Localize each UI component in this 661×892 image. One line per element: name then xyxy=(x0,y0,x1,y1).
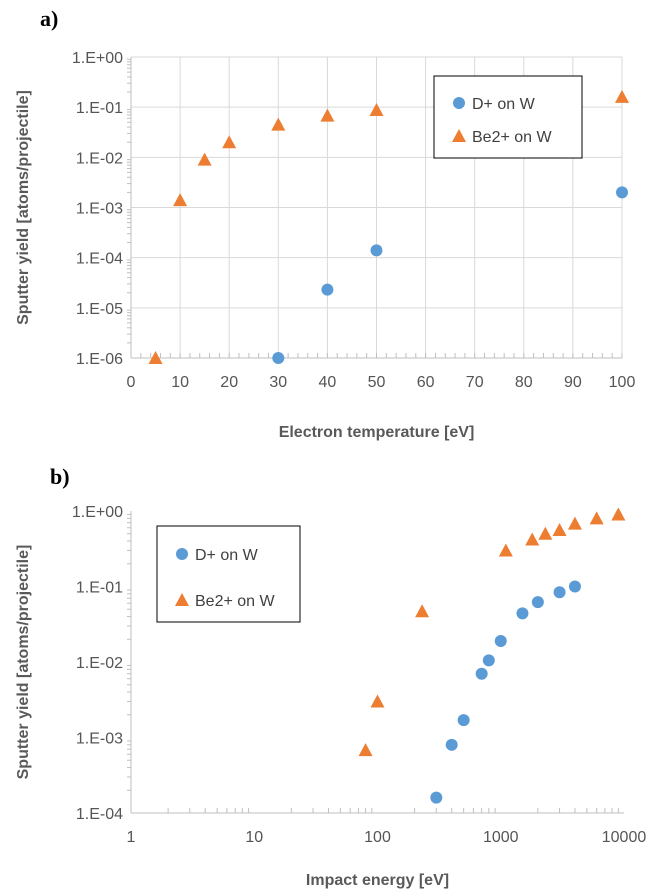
x-tick-label: 1 xyxy=(127,829,136,846)
data-point-triangle xyxy=(197,152,212,166)
data-point-triangle xyxy=(369,102,384,116)
data-point-circle xyxy=(272,352,285,364)
data-point-triangle xyxy=(567,516,582,530)
y-tick-label: 1.E+00 xyxy=(72,504,123,521)
legend-box xyxy=(433,75,583,159)
x-tick-label: 1000 xyxy=(483,829,519,846)
x-axis-title: Impact energy [eV] xyxy=(306,872,449,889)
x-tick-label: 80 xyxy=(515,374,533,391)
data-point-circle xyxy=(430,791,443,804)
y-tick-label: 1.E-03 xyxy=(76,201,123,218)
data-point-circle xyxy=(475,667,488,680)
legend-marker xyxy=(175,593,189,606)
y-tick-label: 1.E-03 xyxy=(76,731,123,748)
y-axis-title: Sputter yield [atoms/projectile] xyxy=(15,90,32,325)
x-tick-label: 70 xyxy=(466,374,484,391)
data-point-triangle xyxy=(589,511,604,525)
data-point-triangle xyxy=(552,523,567,537)
data-point-triangle xyxy=(320,108,335,122)
panel-b-label: b) xyxy=(50,464,70,489)
x-tick-label: 100 xyxy=(609,374,636,391)
y-tick-label: 1.E-01 xyxy=(76,580,123,597)
x-tick-label: 100 xyxy=(364,829,391,846)
data-point-circle xyxy=(616,186,628,199)
y-tick-label: 1.E+00 xyxy=(72,50,123,67)
x-tick-label: 60 xyxy=(417,374,435,391)
x-tick-label: 50 xyxy=(368,374,386,391)
data-point-circle xyxy=(531,596,544,609)
legend-marker xyxy=(452,129,466,142)
data-point-circle xyxy=(482,654,495,667)
panel-a-label: a) xyxy=(40,6,59,31)
legend-label: Be2+ on W xyxy=(472,129,553,146)
legend-label: D+ on W xyxy=(472,96,536,113)
y-tick-label: 1.E-02 xyxy=(76,150,123,167)
data-point-triangle xyxy=(415,604,430,618)
data-point-triangle xyxy=(358,743,373,757)
y-tick-label: 1.E-04 xyxy=(76,251,123,268)
y-axis-title: Sputter yield [atoms/projectile] xyxy=(15,545,32,780)
x-tick-label: 10 xyxy=(171,374,189,391)
data-point-triangle xyxy=(173,193,188,207)
data-point-triangle xyxy=(538,526,553,540)
data-point-circle xyxy=(494,634,507,647)
y-tick-label: 1.E-04 xyxy=(76,806,123,823)
x-tick-label: 0 xyxy=(127,374,136,391)
x-tick-label: 30 xyxy=(269,374,287,391)
legend-label: D+ on W xyxy=(195,547,259,564)
data-point-triangle xyxy=(611,507,626,521)
x-tick-label: 10000 xyxy=(602,829,647,846)
data-point-triangle xyxy=(498,543,513,557)
data-point-circle xyxy=(445,738,458,751)
legend-label: Be2+ on W xyxy=(195,593,276,610)
x-tick-label: 10 xyxy=(245,829,263,846)
x-tick-label: 20 xyxy=(220,374,238,391)
data-point-circle xyxy=(553,586,566,599)
data-point-triangle xyxy=(148,351,163,364)
x-axis-title: Electron temperature [eV] xyxy=(279,424,475,441)
data-point-triangle xyxy=(615,89,629,103)
legend-marker xyxy=(176,548,188,560)
data-point-circle xyxy=(516,607,529,620)
y-tick-label: 1.E-05 xyxy=(76,301,123,318)
legend-marker xyxy=(453,97,465,109)
x-tick-label: 90 xyxy=(564,374,582,391)
data-point-triangle xyxy=(271,117,286,131)
data-point-triangle xyxy=(222,135,237,149)
data-point-circle xyxy=(370,244,383,257)
y-tick-label: 1.E-06 xyxy=(76,351,123,368)
data-point-circle xyxy=(321,283,334,296)
x-tick-label: 40 xyxy=(319,374,337,391)
y-tick-label: 1.E-02 xyxy=(76,655,123,672)
data-point-triangle xyxy=(370,694,385,708)
data-point-circle xyxy=(568,580,581,593)
y-tick-label: 1.E-01 xyxy=(76,100,123,117)
data-point-circle xyxy=(457,714,470,727)
data-point-triangle xyxy=(525,532,540,546)
